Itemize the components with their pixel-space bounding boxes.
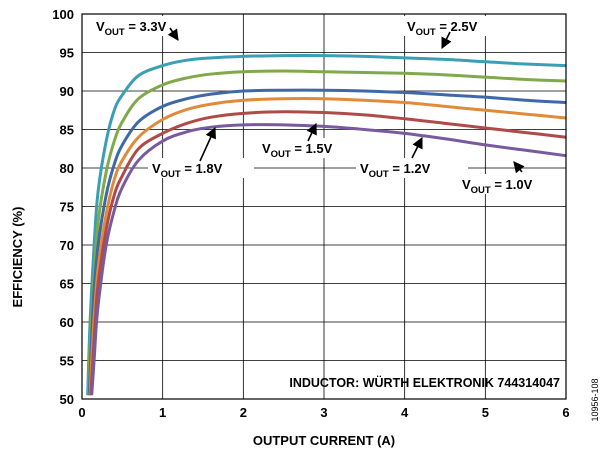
y-tick-label: 75 xyxy=(60,200,74,215)
inductor-annotation: INDUCTOR: WÜRTH ELEKTRONIK 744314047 xyxy=(289,375,560,390)
x-tick-label: 6 xyxy=(562,405,569,420)
svg-text:VOUT = 3.3V: VOUT = 3.3V xyxy=(96,19,167,38)
arrow-1v2 xyxy=(411,136,423,159)
plot-frame xyxy=(81,13,567,400)
svg-text:VOUT = 2.5V: VOUT = 2.5V xyxy=(407,19,478,38)
arrow-1v5 xyxy=(306,122,317,142)
y-tick-label: 70 xyxy=(60,238,74,253)
x-tick-label: 2 xyxy=(240,405,247,420)
series-line-0 xyxy=(86,53,567,396)
series-line-1 xyxy=(86,69,567,396)
arrow-2v5 xyxy=(441,31,452,50)
y-tick-label: 95 xyxy=(60,46,74,61)
y-tick-label: 100 xyxy=(52,7,74,22)
series-line-5 xyxy=(90,123,567,396)
arrow-1v0 xyxy=(513,161,525,174)
series-line-2 xyxy=(87,88,567,396)
series-lines xyxy=(86,53,567,396)
arrow-3v3 xyxy=(167,27,179,41)
label-vout-1v8: VOUT = 1.8V xyxy=(148,158,254,180)
x-tick-label: 0 xyxy=(78,405,85,420)
label-vout-2v5: VOUT = 2.5V xyxy=(404,16,516,38)
svg-text:VOUT = 1.2V: VOUT = 1.2V xyxy=(360,161,431,180)
label-vout-1v0: VOUT = 1.0V xyxy=(458,174,564,196)
series-line-4 xyxy=(89,110,567,396)
x-tick-label: 1 xyxy=(159,405,166,420)
y-tick-label: 65 xyxy=(60,277,74,292)
svg-text:VOUT = 1.0V: VOUT = 1.0V xyxy=(462,177,533,196)
y-tick-label: 85 xyxy=(60,123,74,138)
x-tick-label: 3 xyxy=(320,405,327,420)
label-vout-1v5: VOUT = 1.5V xyxy=(258,138,368,160)
svg-text:VOUT = 1.5V: VOUT = 1.5V xyxy=(262,141,333,160)
x-tick-label: 4 xyxy=(401,405,409,420)
label-vout-3v3: VOUT = 3.3V xyxy=(92,16,204,38)
y-tick-label: 50 xyxy=(60,392,74,407)
arrow-1v8 xyxy=(199,126,216,162)
y-tick-label: 80 xyxy=(60,161,74,176)
svg-text:VOUT = 1.8V: VOUT = 1.8V xyxy=(152,161,223,180)
label-vout-1v2: VOUT = 1.2V xyxy=(356,158,468,180)
tick-labels: 0 1 2 3 4 5 6 50 55 60 65 70 75 80 85 90 95 100 xyxy=(52,7,569,420)
x-tick-label: 5 xyxy=(482,405,489,420)
y-tick-label: 90 xyxy=(60,84,74,99)
y-tick-label: 55 xyxy=(60,354,74,369)
figure-id: 10956-108 xyxy=(590,378,600,421)
label-arrows xyxy=(167,27,525,174)
series-line-3 xyxy=(88,97,567,396)
y-axis-title: EFFICIENCY (%) xyxy=(10,207,25,308)
y-tick-label: 60 xyxy=(60,315,74,330)
x-axis-title: OUTPUT CURRENT (A) xyxy=(253,433,395,448)
